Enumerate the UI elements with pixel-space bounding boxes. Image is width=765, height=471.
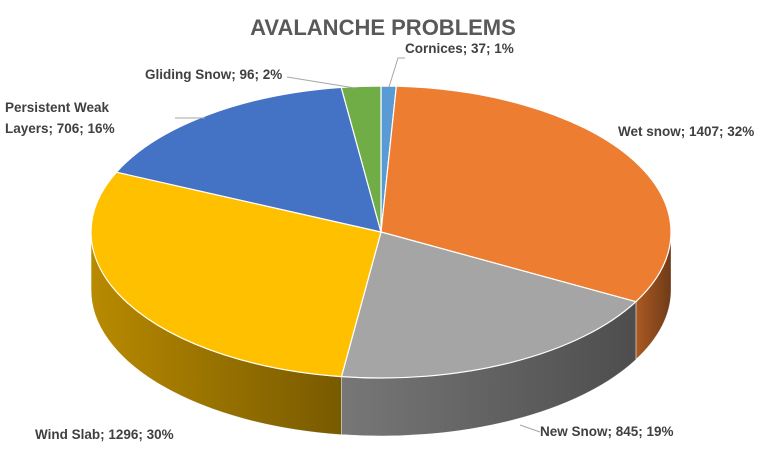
pie-slice-persistent-weak-layers bbox=[115, 86, 382, 233]
leader-line bbox=[286, 76, 356, 89]
leader-line bbox=[519, 424, 541, 433]
pie-slice-gliding-snow bbox=[340, 85, 382, 233]
pie-slice-wind-slab bbox=[90, 171, 382, 378]
pie-side-shading bbox=[341, 301, 636, 437]
data-label-line: Persistent Weak bbox=[5, 100, 110, 115]
data-label: Cornices; 37; 1% bbox=[405, 41, 514, 56]
pie-side-shading bbox=[635, 232, 671, 360]
leader-line bbox=[388, 57, 405, 88]
pie-slice-new-snow bbox=[340, 231, 638, 379]
pie-side-shading bbox=[90, 232, 342, 435]
data-label: New Snow; 845; 19% bbox=[540, 424, 674, 439]
data-label: Wet snow; 1407; 32% bbox=[618, 124, 754, 139]
data-label-line: Layers; 706; 16% bbox=[5, 121, 115, 136]
pie-slice-wet-snow bbox=[380, 85, 672, 303]
chart-title: AVALANCHE PROBLEMS bbox=[250, 15, 516, 40]
data-label: Wind Slab; 1296; 30% bbox=[35, 427, 174, 442]
data-label: Gliding Snow; 96; 2% bbox=[145, 67, 282, 82]
